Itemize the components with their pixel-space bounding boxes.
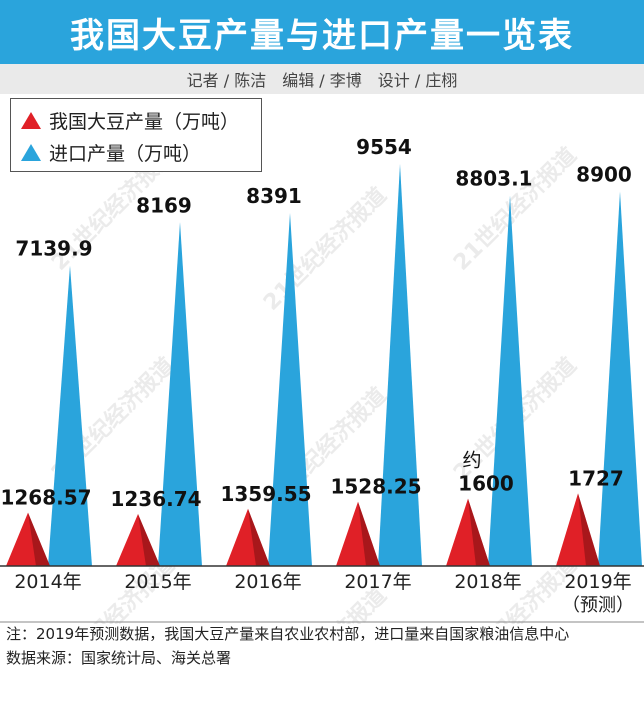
x-tick-label: 2015年 [124, 571, 191, 593]
import-bar [378, 164, 422, 566]
legend: 我国大豆产量（万吨） 进口产量（万吨） [10, 98, 262, 172]
legend-label-domestic: 我国大豆产量（万吨） [49, 111, 240, 133]
notes: 注： 2019年预测数据，我国大豆产量来自农业农村部，进口量来自国家粮油信息中心… [6, 624, 640, 669]
credit-editor: 编辑 / 李博 [282, 71, 362, 90]
footnote-prefix: 注： [6, 625, 37, 643]
x-tick-label: 2016年 [234, 571, 301, 593]
domestic-value-label: 1600 [458, 472, 514, 496]
red-triangle-icon [21, 112, 41, 129]
page-title: 我国大豆产量与进口产量一览表 [70, 15, 574, 56]
footnote-text: 2019年预测数据，我国大豆产量来自农业农村部，进口量来自国家粮油信息中心 [36, 625, 570, 643]
legend-item-domestic: 我国大豆产量（万吨） [21, 107, 239, 134]
legend-item-imports: 进口产量（万吨） [21, 139, 201, 166]
domestic-value-label: 1268.57 [0, 486, 91, 510]
domestic-bar-shadow [138, 513, 160, 566]
x-tick-label: 2017年 [344, 571, 411, 593]
import-value-label: 8900 [576, 163, 632, 187]
footnote: 注： 2019年预测数据，我国大豆产量来自农业农村部，进口量来自国家粮油信息中心 [6, 624, 640, 645]
x-tick-label: 2014年 [14, 571, 81, 593]
data-source: 数据来源：国家统计局、海关总署 [6, 649, 232, 667]
import-value-label: 8391 [246, 184, 302, 208]
import-bar [488, 195, 532, 566]
domestic-value-label: 1727 [568, 466, 624, 490]
domestic-bar-shadow [468, 498, 490, 566]
x-tick-label: 2019年 [564, 571, 631, 593]
credit-designer: 设计 / 庄栩 [377, 71, 458, 90]
import-value-label: 8803.1 [455, 167, 532, 191]
credits-bar: 记者 / 陈洁 编辑 / 李博 设计 / 庄栩 [0, 64, 644, 94]
import-bar [48, 265, 92, 566]
import-bar [158, 222, 202, 566]
blue-triangle-icon [21, 144, 41, 161]
labels-layer: 7139.9 1268.57 2014年 8169 1236.74 2015年 8391 13… [0, 135, 634, 616]
domestic-bar-shadow [578, 493, 600, 566]
domestic-value-prefix: 约 [462, 450, 481, 472]
domestic-value-label: 1359.55 [220, 482, 311, 506]
import-value-label: 8169 [136, 193, 192, 217]
import-bar [268, 212, 312, 566]
x-tick-label: 2018年 [454, 571, 521, 593]
domestic-value-label: 1236.74 [110, 487, 201, 511]
credit-reporter: 记者 / 陈洁 [186, 71, 267, 90]
legend-label-imports: 进口产量（万吨） [49, 143, 202, 165]
bars-layer [6, 164, 642, 566]
import-value-label: 9554 [356, 135, 412, 159]
watermark-text: 21世纪经济报道 [448, 142, 581, 275]
import-bar [598, 191, 642, 566]
title-bar: 我国大豆产量与进口产量一览表 [0, 0, 644, 64]
domestic-value-label: 1528.25 [330, 475, 421, 499]
import-value-label: 7139.9 [15, 237, 92, 261]
x-tick-note: （预测） [562, 595, 634, 616]
